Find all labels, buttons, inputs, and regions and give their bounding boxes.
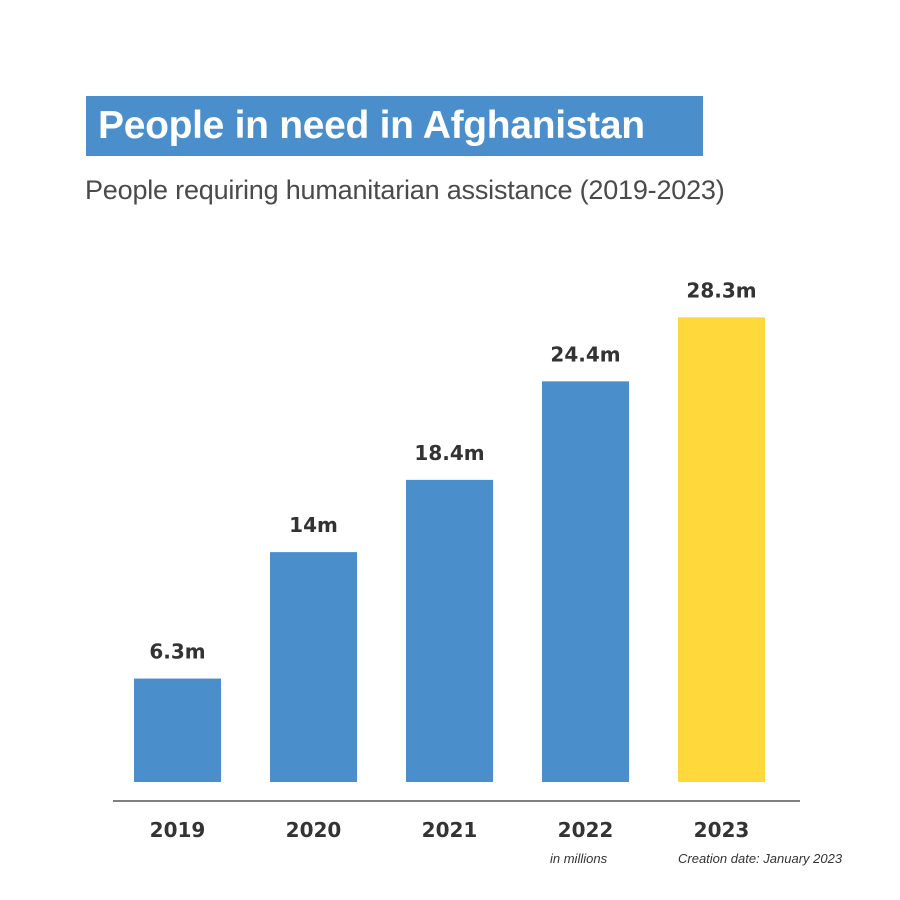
bar-2021 (406, 479, 493, 782)
value-label-2023: 28.3m (686, 278, 756, 302)
creation-date-note: Creation date: January 2023 (678, 851, 843, 866)
units-note: in millions (550, 851, 608, 866)
bar-2023 (678, 317, 765, 782)
category-label-2023: 2023 (694, 818, 750, 842)
chart-title: People in need in Afghanistan (98, 104, 645, 147)
category-label-2022: 2022 (558, 818, 614, 842)
value-label-2019: 6.3m (149, 640, 205, 664)
category-label-2021: 2021 (422, 818, 478, 842)
bar-2022 (542, 381, 629, 782)
title-banner: People in need in Afghanistan (86, 96, 703, 156)
bar-2019 (134, 678, 221, 782)
category-label-2019: 2019 (150, 818, 206, 842)
value-label-2021: 18.4m (414, 441, 484, 465)
chart-subtitle: People requiring humanitarian assistance… (85, 175, 725, 205)
value-label-2020: 14m (289, 513, 338, 537)
bar-2020 (270, 552, 357, 782)
value-label-2022: 24.4m (550, 342, 620, 366)
category-label-2020: 2020 (286, 818, 342, 842)
